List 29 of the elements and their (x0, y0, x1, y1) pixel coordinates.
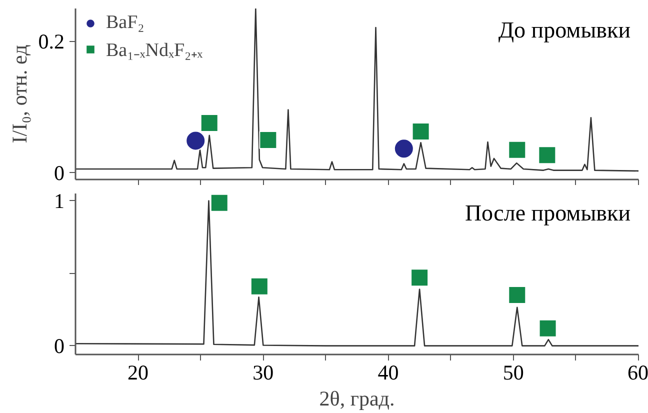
point (210, 194, 228, 212)
y-tick-label: 1 (54, 188, 64, 213)
x-tick-label: 20 (128, 360, 149, 384)
point (250, 277, 268, 296)
point (186, 130, 206, 151)
line-series (76, 8, 638, 172)
point (410, 268, 429, 287)
y-axis-title: I/I₀, отн. ед (7, 44, 32, 144)
annotation: До промывки (498, 18, 631, 43)
x-tick-label: 50 (502, 360, 524, 384)
y-tick-label: 0 (54, 160, 64, 185)
point (394, 138, 414, 159)
x-tick-label: 60 (628, 360, 648, 384)
point (538, 146, 556, 164)
y-tick-label: 0 (54, 334, 64, 358)
point (508, 286, 526, 304)
point (538, 319, 557, 338)
point (412, 122, 430, 140)
x-tick-label: 30 (252, 360, 274, 384)
point (259, 131, 278, 150)
y-tick-label: 0.2 (38, 29, 64, 54)
point (200, 114, 218, 132)
annotation: После промывки (464, 200, 631, 226)
point (508, 140, 526, 159)
x-tick-label: 40 (378, 360, 399, 384)
legend-label: Ba₁₋ₓNdₓF₂₊ₓ (106, 39, 203, 62)
legend-label: BaF₂ (106, 12, 144, 34)
line-series (76, 200, 638, 346)
x-axis-title: 2θ, град. (319, 386, 395, 410)
